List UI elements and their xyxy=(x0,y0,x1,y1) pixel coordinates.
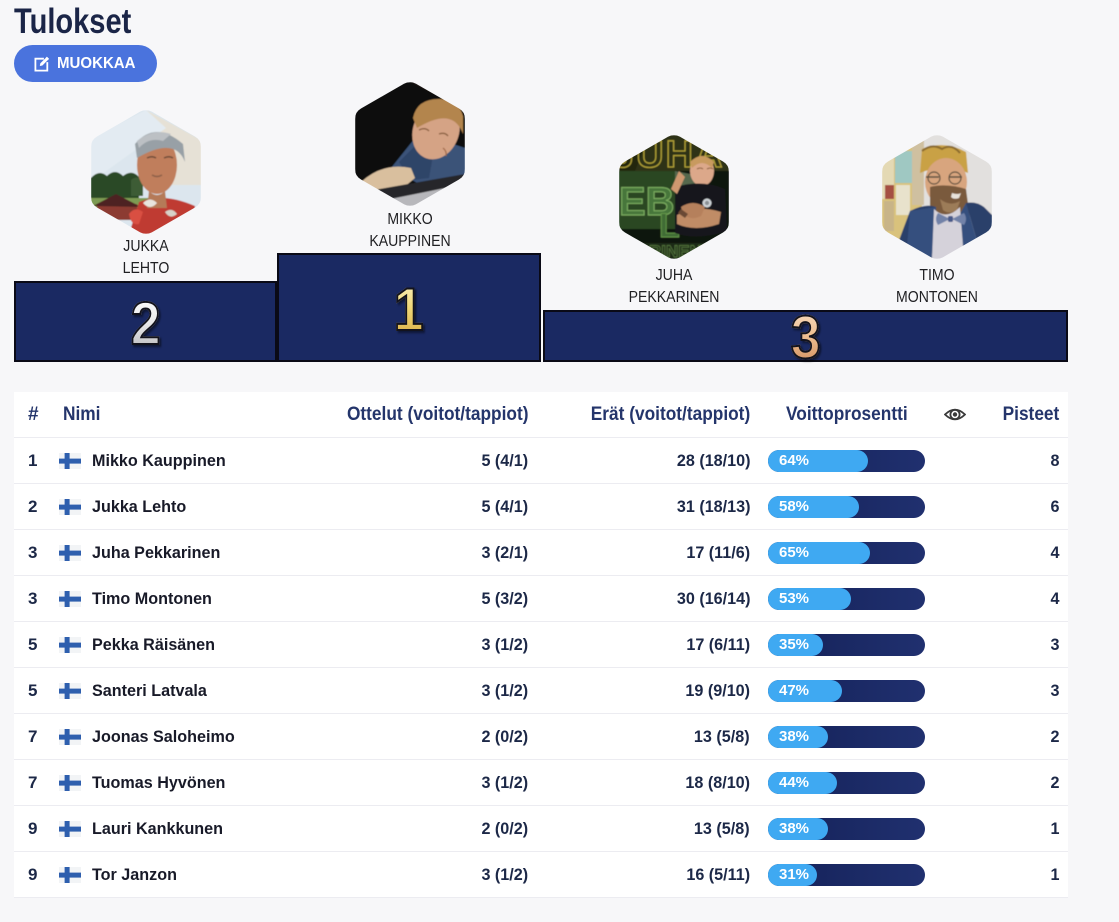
svg-text:L: L xyxy=(659,207,680,245)
svg-text:EB: EB xyxy=(619,180,675,224)
svg-text:RINEN: RINEN xyxy=(649,242,702,259)
